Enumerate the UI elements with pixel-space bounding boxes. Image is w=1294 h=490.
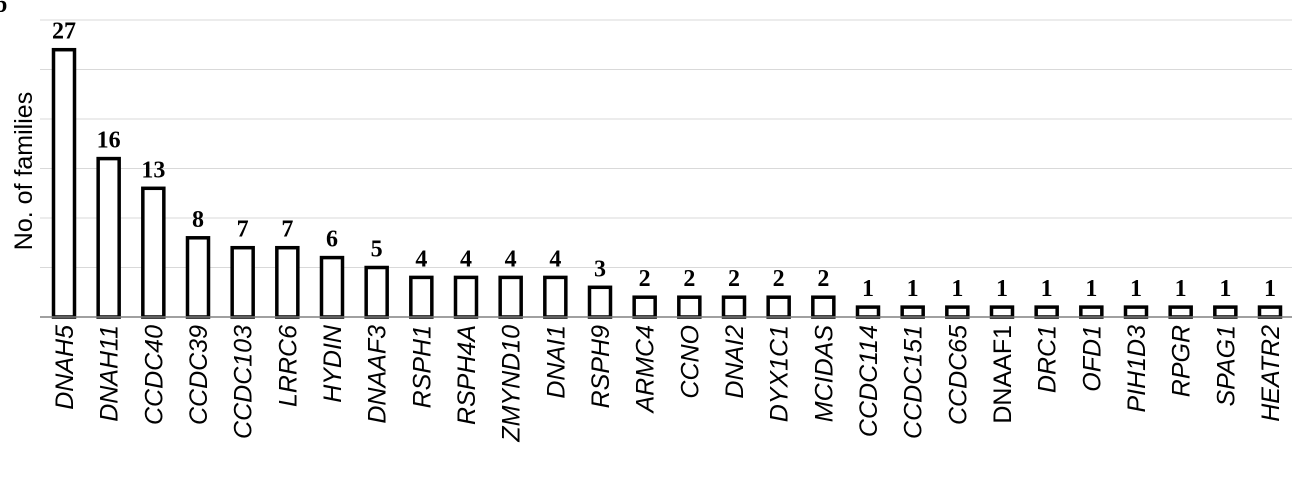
- bar-rsph4a: [453, 275, 479, 319]
- bar-ccdc103: [230, 245, 255, 319]
- x-tick-label: CCDC65: [944, 325, 972, 425]
- value-label: 1: [1219, 276, 1231, 302]
- value-label: 1: [862, 276, 874, 302]
- bar-dnaaf1: [989, 305, 1015, 319]
- value-label: 4: [505, 246, 517, 272]
- bar-ccdc40: [141, 186, 166, 319]
- x-tick-label: DNAI2: [721, 325, 749, 399]
- value-label: 4: [415, 246, 427, 272]
- x-tick-label: DNAH5: [51, 325, 79, 410]
- value-label: 6: [326, 227, 338, 253]
- x-tick-label: RSPH1: [408, 325, 436, 408]
- bar-lrrc6: [275, 245, 300, 319]
- x-tick-label: DYX1C1: [766, 325, 794, 422]
- bar-ccdc39: [185, 236, 211, 319]
- value-label: 4: [549, 246, 561, 272]
- x-tick-label: DNAI1: [542, 325, 570, 399]
- x-tick-label: CCNO: [676, 325, 704, 399]
- value-label: 3: [594, 256, 606, 282]
- x-tick-label: DRC1: [1034, 325, 1062, 393]
- x-tick-label: HEATR2: [1257, 325, 1285, 422]
- x-tick-label: PIH1D3: [1123, 325, 1151, 413]
- bar-pih1d3: [1123, 305, 1149, 319]
- x-tick-label: HYDIN: [319, 324, 347, 403]
- value-label: 4: [460, 246, 472, 272]
- bar-dnai2: [721, 295, 747, 319]
- value-label: 1: [1264, 276, 1276, 302]
- bar-rsph9: [587, 285, 613, 319]
- bar-zmynd10: [498, 275, 523, 319]
- value-label: 13: [141, 157, 165, 183]
- x-tick-label: CCDC40: [140, 325, 168, 425]
- value-label: 1: [1175, 276, 1187, 302]
- value-labels: 27 16 13 8 7 7 6 5 4 4 4 4 3 2 2 2 2 2 1 1 1 1 1 1 1 1 1 1: [52, 19, 1276, 302]
- x-tick-label: DNAAF1: [989, 325, 1017, 424]
- value-label: 1: [951, 276, 963, 302]
- x-tick-label: CCDC103: [230, 325, 258, 439]
- value-label: 1: [996, 276, 1008, 302]
- x-tick-label: CCDC151: [900, 325, 928, 439]
- bar-drc1: [1034, 305, 1059, 319]
- bar-armc4: [632, 295, 657, 319]
- x-tick-label: ARMC4: [632, 325, 660, 415]
- x-tick-label: DNAAF3: [364, 325, 392, 424]
- x-tick-label: RPGR: [1168, 325, 1196, 397]
- value-label: 2: [773, 266, 785, 292]
- value-label: 7: [237, 217, 249, 243]
- x-tick-labels: DNAH5 DNAH11 CCDC40 CCDC39 CCDC103 LRRC6 HYDIN…: [51, 324, 1285, 443]
- bar-ofd1: [1079, 305, 1104, 319]
- value-label: 2: [728, 266, 740, 292]
- x-tick-label: DNAH11: [96, 325, 124, 422]
- value-label: 2: [683, 266, 695, 292]
- value-label: 16: [97, 128, 121, 154]
- x-tick-label: ZMYND10: [498, 325, 526, 443]
- value-label: 8: [192, 207, 204, 233]
- bar-ccno: [677, 295, 702, 319]
- value-label: 1: [1130, 276, 1142, 302]
- bar-dnai1: [543, 275, 568, 319]
- value-label: 1: [1041, 276, 1053, 302]
- x-tick-label: OFD1: [1078, 325, 1106, 392]
- panel-label: b: [0, 0, 7, 18]
- bar-mcidas: [811, 295, 836, 319]
- x-tick-label: RSPH4A: [453, 325, 481, 425]
- bar-dnaaf3: [364, 265, 389, 319]
- bar-dnah5: [51, 47, 77, 319]
- bar-hydin: [319, 255, 345, 319]
- bar-dnah11: [96, 156, 121, 319]
- value-label: 5: [371, 237, 383, 263]
- x-tick-label: SPAG1: [1212, 325, 1240, 407]
- x-tick-label: RSPH9: [587, 325, 615, 408]
- value-label: 27: [52, 19, 76, 45]
- bar-ccdc114: [855, 305, 881, 319]
- x-tick-label: MCIDAS: [810, 325, 838, 423]
- x-tick-label: LRRC6: [274, 325, 302, 407]
- gridlines: [40, 19, 1292, 268]
- value-label: 1: [907, 276, 919, 302]
- value-label: 2: [817, 266, 829, 292]
- y-axis-label: No. of families: [10, 92, 38, 250]
- value-label: 7: [281, 217, 293, 243]
- bar-dyx1c1: [766, 295, 791, 319]
- value-label: 1: [1085, 276, 1097, 302]
- value-label: 2: [639, 266, 651, 292]
- bar-ccdc151: [900, 305, 925, 319]
- x-tick-label: CCDC39: [185, 325, 213, 425]
- bar-rsph1: [409, 275, 434, 319]
- bar-heatr2: [1257, 305, 1283, 319]
- x-tick-label: CCDC114: [855, 325, 883, 437]
- bar-spag1: [1213, 305, 1238, 319]
- bar-rpgr: [1168, 305, 1193, 319]
- bar-ccdc65: [945, 305, 970, 319]
